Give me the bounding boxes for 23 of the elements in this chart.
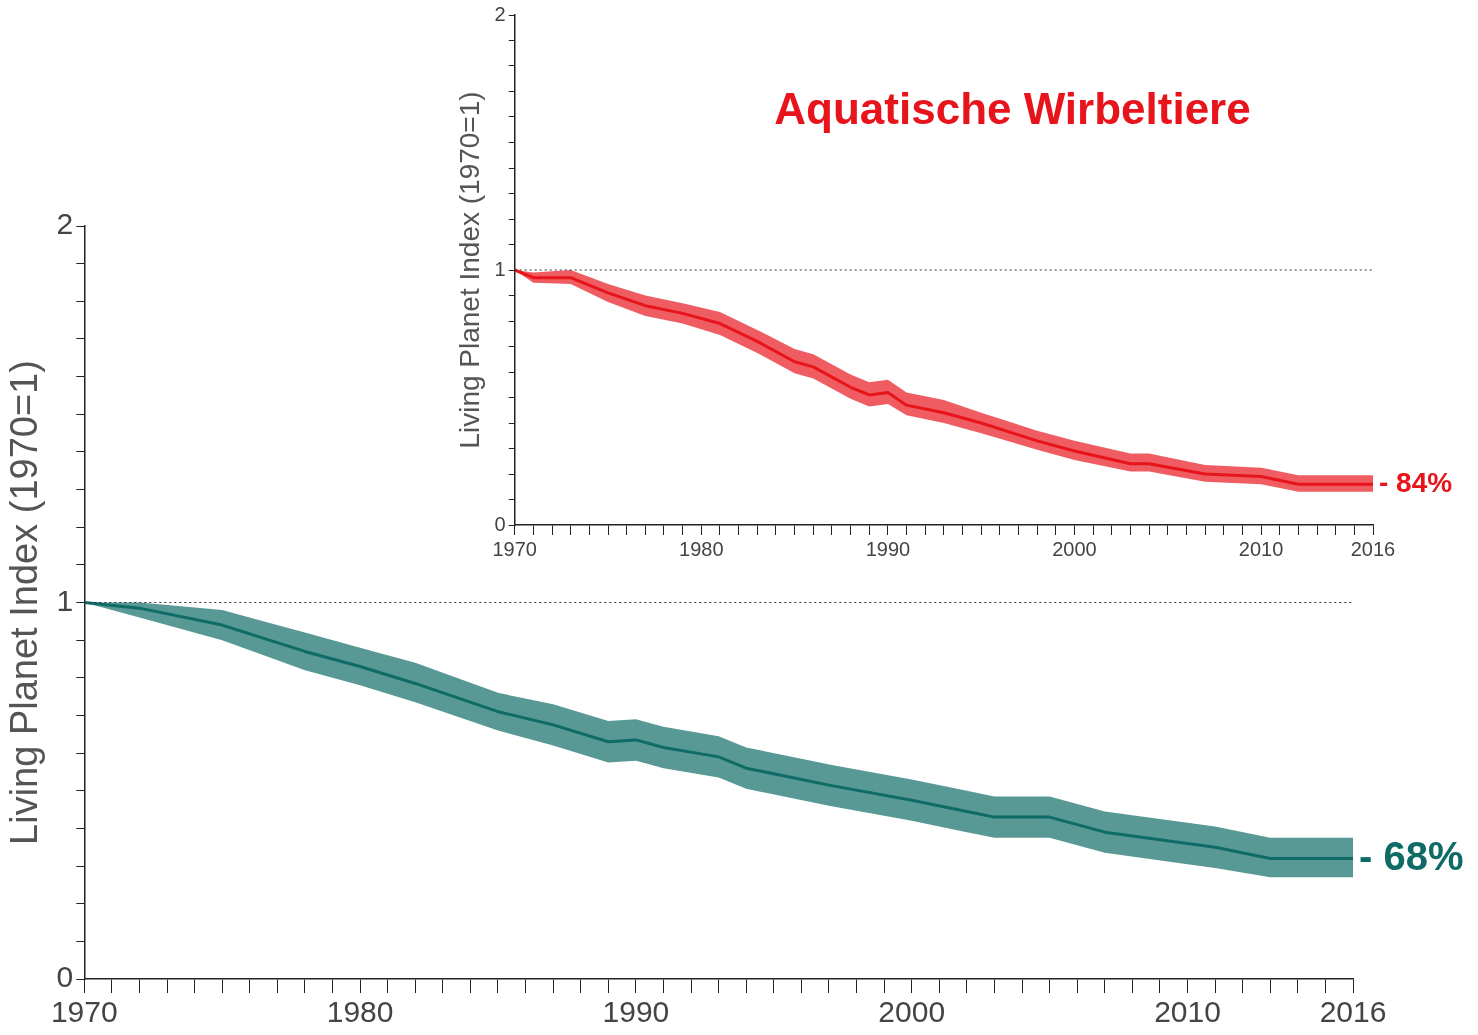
y-axis-title: Living Planet Index (1970=1) bbox=[453, 91, 485, 449]
x-tick-label: 2010 bbox=[1238, 537, 1284, 560]
x-tick-label: 2000 bbox=[878, 995, 946, 1029]
x-tick-label: 1990 bbox=[602, 995, 670, 1029]
x-tick-label: 2000 bbox=[1052, 537, 1097, 560]
x-tick-label: 1980 bbox=[326, 995, 394, 1029]
annotation: - 68% bbox=[1359, 833, 1464, 878]
x-tick-label: 1990 bbox=[865, 537, 911, 560]
y-tick-label: 1 bbox=[56, 583, 74, 617]
x-tick-label: 2016 bbox=[1350, 537, 1396, 560]
y-tick-label: 0 bbox=[494, 512, 506, 535]
annotation: - 84% bbox=[1379, 466, 1453, 498]
y-tick-label: 1 bbox=[494, 257, 506, 280]
x-tick-label: 1970 bbox=[50, 995, 118, 1029]
x-tick-label: 1970 bbox=[492, 537, 537, 560]
x-tick-label: 2010 bbox=[1154, 995, 1221, 1029]
y-tick-label: 2 bbox=[56, 207, 74, 241]
x-tick-label: 1980 bbox=[679, 537, 724, 560]
y-tick-label: 2 bbox=[494, 2, 506, 25]
y-tick-label: 0 bbox=[56, 960, 74, 994]
y-axis-title: Living Planet Index (1970=1) bbox=[3, 360, 46, 845]
x-tick-label: 2016 bbox=[1319, 995, 1387, 1029]
text: Aquatische Wirbeltiere bbox=[774, 84, 1251, 134]
